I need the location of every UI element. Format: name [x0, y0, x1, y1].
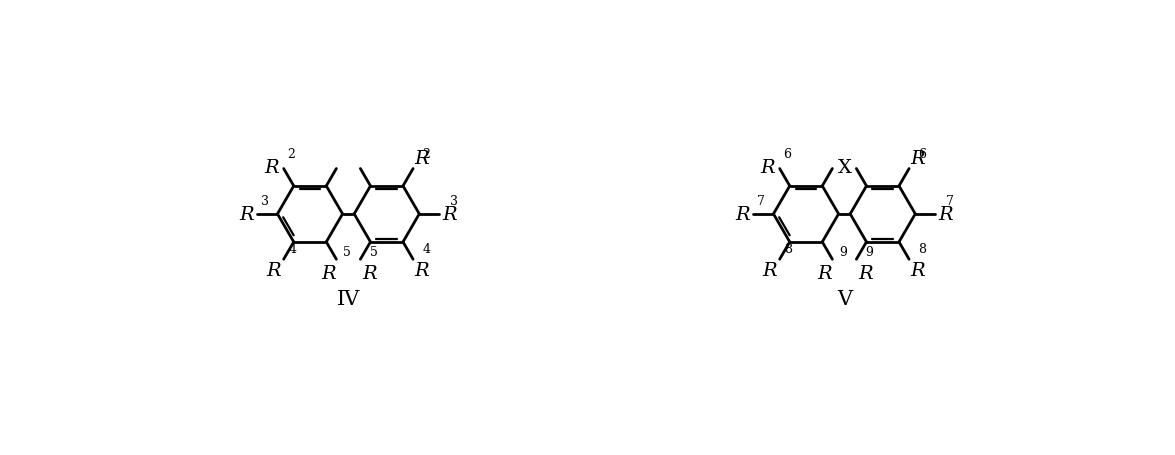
Text: R: R	[939, 205, 953, 223]
Text: V: V	[837, 289, 852, 308]
Text: R: R	[734, 205, 750, 223]
Text: R: R	[760, 159, 776, 177]
Text: R: R	[362, 264, 376, 282]
Text: R: R	[321, 264, 336, 282]
Text: 9: 9	[866, 246, 873, 259]
Text: R: R	[443, 205, 457, 223]
Text: R: R	[264, 159, 278, 177]
Text: 3: 3	[450, 195, 458, 207]
Text: X: X	[838, 159, 852, 177]
Text: 8: 8	[919, 243, 926, 256]
Text: R: R	[266, 261, 281, 279]
Text: R: R	[761, 261, 777, 279]
Text: R: R	[911, 150, 925, 167]
Text: 3: 3	[261, 195, 269, 207]
Text: 4: 4	[422, 243, 430, 256]
Text: 5: 5	[343, 246, 351, 259]
Text: IV: IV	[337, 289, 360, 308]
Text: 7: 7	[946, 195, 954, 207]
Text: 9: 9	[839, 246, 847, 259]
Text: 2: 2	[287, 148, 295, 161]
Text: R: R	[858, 264, 873, 282]
Text: R: R	[415, 150, 429, 167]
Text: 6: 6	[783, 148, 791, 161]
Text: 5: 5	[370, 246, 377, 259]
Text: R: R	[817, 264, 832, 282]
Text: 7: 7	[757, 195, 765, 207]
Text: R: R	[911, 261, 925, 279]
Text: 8: 8	[785, 243, 792, 256]
Text: R: R	[239, 205, 254, 223]
Text: 4: 4	[288, 243, 296, 256]
Text: R: R	[415, 261, 429, 279]
Text: 6: 6	[919, 148, 926, 161]
Text: 2: 2	[422, 148, 430, 161]
